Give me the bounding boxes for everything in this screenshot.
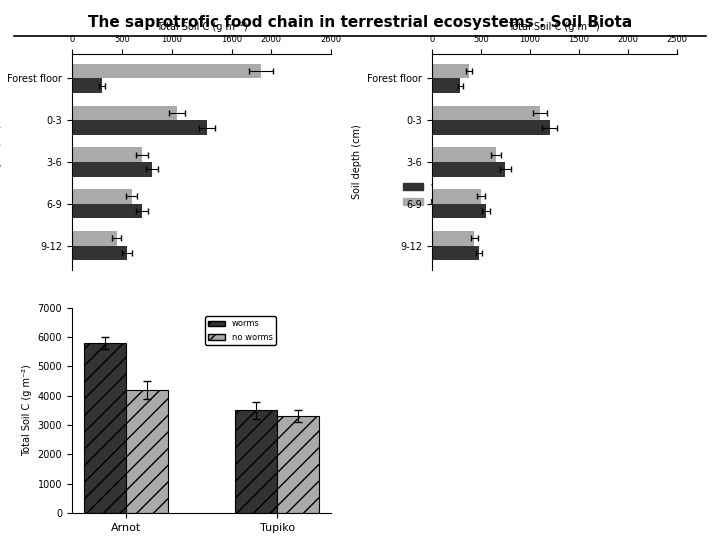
Bar [72,246,127,260]
Bar [72,189,132,204]
Bar [126,390,168,513]
Bar [432,147,495,162]
Bar [432,231,474,246]
Bar [72,120,207,135]
Bar [432,162,505,177]
Bar [432,246,479,260]
Bar [72,204,142,218]
Y-axis label: Soil depth (cm): Soil depth (cm) [352,125,362,199]
Bar [235,410,277,513]
Bar [84,343,126,513]
Bar [277,416,320,513]
Bar [432,64,469,78]
Bar [72,231,117,246]
Text: The saprotrofic food chain in terrestrial ecosystems : Soil Biota: The saprotrofic food chain in terrestria… [88,15,632,30]
Bar [72,64,261,78]
Bar [432,106,540,120]
Y-axis label: Total Soil C (g m⁻²): Total Soil C (g m⁻²) [22,364,32,456]
Bar [432,189,481,204]
Legend: worms, no worms: worms, no worms [205,316,276,345]
Y-axis label: Soil depth (cm): Soil depth (cm) [0,125,2,199]
Bar [432,78,460,93]
Bar [72,106,176,120]
Bar [432,204,486,218]
Legend: worms, no worms: worms, no worms [399,178,482,211]
X-axis label: Total Soil C (g m⁻²): Total Soil C (g m⁻²) [508,22,600,32]
Bar [72,162,152,177]
X-axis label: Total Soil C (g m⁻²): Total Soil C (g m⁻²) [156,22,248,32]
Bar [72,147,142,162]
Bar [432,120,549,135]
Bar [72,78,102,93]
